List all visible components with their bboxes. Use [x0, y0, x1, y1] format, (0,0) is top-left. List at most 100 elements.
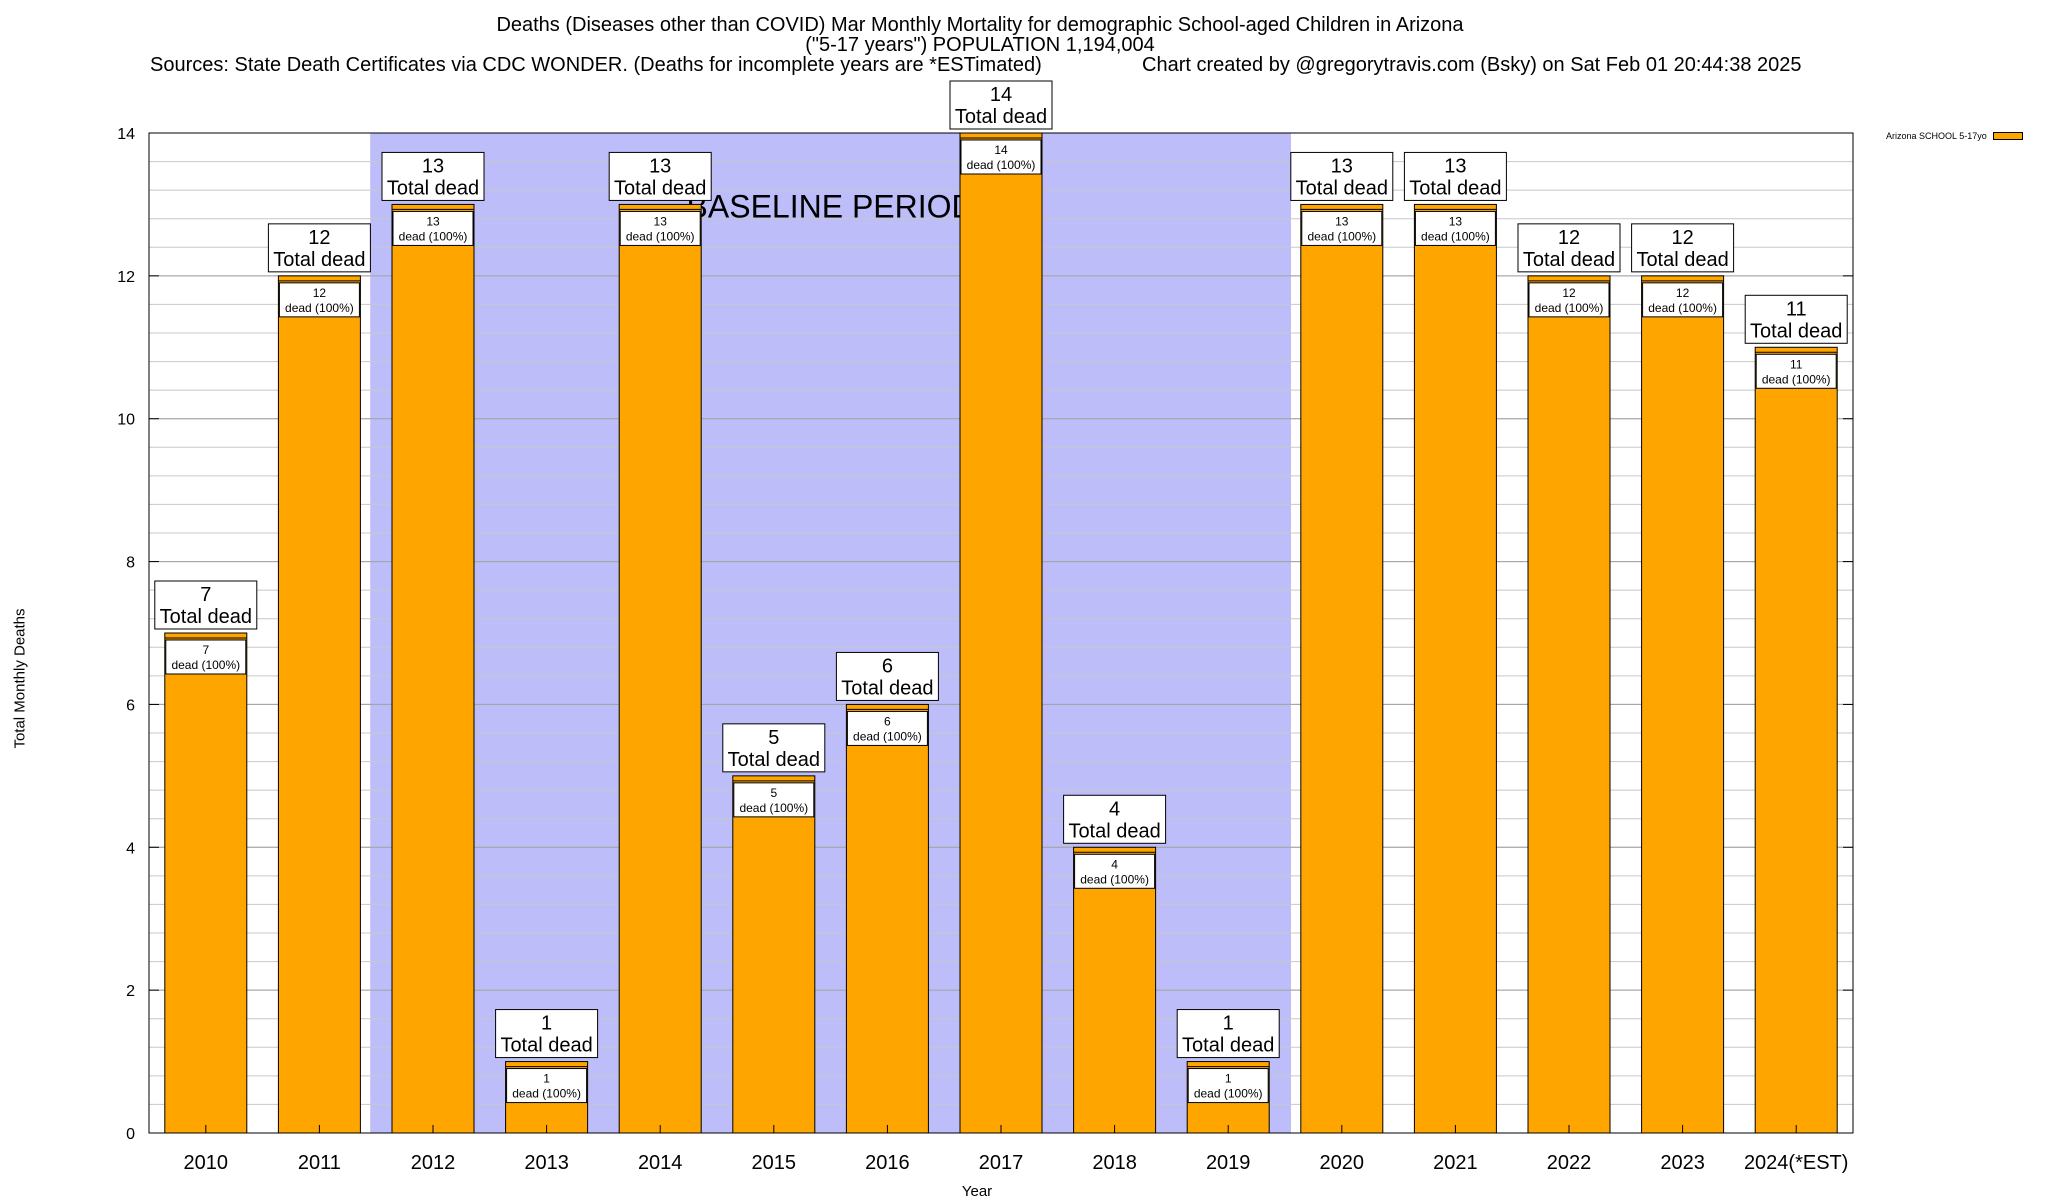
y-tick-label: 0 [126, 1126, 135, 1143]
legend: Arizona SCHOOL 5-17yo [1886, 131, 2023, 141]
bar [1641, 275, 1725, 1134]
plot-frame [148, 132, 1854, 1134]
inner-label-value: 12 [1676, 286, 1690, 300]
x-tick-label: 2018 [1092, 1152, 1137, 1174]
x-tick-label: 2019 [1206, 1152, 1251, 1174]
top-label-box [722, 723, 826, 773]
bar [1073, 846, 1157, 1134]
inner-label-value: 12 [1562, 286, 1576, 300]
top-label-text: Total dead [1409, 177, 1501, 199]
top-label-text: Total dead [1068, 820, 1160, 842]
y-axis-label: Total Monthly Deaths [11, 608, 29, 749]
legend-swatch [1992, 132, 2023, 140]
x-tick-label: 2011 [298, 1152, 341, 1174]
top-label-value: 12 [308, 227, 330, 249]
top-label-value: 1 [1223, 1013, 1234, 1035]
x-tick-label: 2024(*EST) [1744, 1152, 1849, 1174]
y-tick-label: 6 [126, 697, 135, 714]
inner-label-box [733, 782, 815, 818]
top-label-text: Total dead [955, 106, 1047, 128]
legend-label: Arizona SCHOOL 5-17yo [1886, 131, 1987, 141]
x-tick-label: 2021 [1433, 1152, 1478, 1174]
inner-label-value: 13 [1335, 214, 1349, 228]
x-tick-label: 2014 [638, 1152, 683, 1174]
top-label-value: 13 [1331, 155, 1353, 177]
top-label-text: Total dead [1296, 177, 1388, 199]
top-label-text: Total dead [841, 677, 933, 699]
inner-label-value: 4 [1111, 857, 1118, 871]
x-tick-label: 2013 [524, 1152, 569, 1174]
inner-label-box [506, 1068, 588, 1104]
top-label-box [1631, 223, 1735, 273]
top-label-text: Total dead [273, 249, 365, 271]
bar [164, 632, 248, 1134]
inner-label-text: dead (100%) [853, 729, 922, 743]
bar [1527, 275, 1611, 1134]
top-label-box [1403, 151, 1507, 201]
inner-label-box [165, 639, 247, 675]
inner-label-text: dead (100%) [1080, 872, 1149, 886]
inner-label-text: dead (100%) [967, 158, 1036, 172]
inner-label-text: dead (100%) [512, 1087, 581, 1101]
y-tick-label: 10 [117, 412, 135, 429]
inner-label-text: dead (100%) [285, 301, 354, 315]
inner-label-value: 1 [543, 1072, 550, 1086]
bar [1754, 346, 1838, 1134]
inner-label-box [1187, 1068, 1269, 1104]
inner-label-box [619, 210, 701, 246]
inner-label-value: 7 [202, 643, 209, 657]
inner-label-value: 13 [426, 214, 440, 228]
top-label-value: 12 [1558, 227, 1580, 249]
inner-label-text: dead (100%) [1762, 372, 1831, 386]
bar [1413, 203, 1497, 1134]
x-axis-label: Year [961, 1183, 993, 1200]
x-tick-label: 2012 [411, 1152, 456, 1174]
bar [391, 203, 475, 1134]
top-label-text: Total dead [500, 1035, 592, 1057]
top-label-text: Total dead [1182, 1035, 1274, 1057]
bar [959, 132, 1043, 1134]
inner-label-text: dead (100%) [1307, 229, 1376, 243]
top-label-value: 4 [1109, 798, 1120, 820]
top-label-box [1517, 223, 1621, 273]
y-tick-label: 12 [117, 269, 135, 286]
top-label-box [381, 151, 485, 201]
top-label-box [608, 151, 712, 201]
top-label-value: 6 [882, 655, 893, 677]
top-label-text: Total dead [1750, 320, 1842, 342]
top-label-value: 14 [990, 84, 1012, 106]
top-label-value: 11 [1786, 298, 1807, 320]
inner-label-box [1642, 282, 1724, 318]
bar [732, 775, 816, 1134]
top-label-box [1176, 1009, 1280, 1059]
inner-label-text: dead (100%) [171, 658, 240, 672]
chart-credit: Chart created by @gregorytravis.com (Bsk… [1142, 54, 1802, 76]
top-label-box [154, 580, 258, 630]
inner-label-value: 14 [994, 143, 1008, 157]
top-label-box [495, 1009, 599, 1059]
bar [618, 203, 702, 1134]
x-tick-label: 2016 [865, 1152, 910, 1174]
inner-label-value: 13 [654, 214, 668, 228]
inner-label-value: 11 [1790, 357, 1803, 371]
top-label-value: 5 [768, 727, 779, 749]
x-tick-label: 2023 [1660, 1152, 1705, 1174]
inner-label-box [1755, 353, 1837, 389]
inner-label-box [1074, 853, 1156, 889]
top-label-value: 13 [422, 155, 444, 177]
top-label-value: 12 [1671, 227, 1693, 249]
y-tick-label: 4 [126, 840, 135, 857]
inner-label-text: dead (100%) [399, 229, 468, 243]
top-label-box [267, 223, 371, 273]
inner-label-value: 13 [1449, 214, 1463, 228]
baseline-label: BASELINE PERIOD [687, 188, 975, 224]
inner-label-box [278, 282, 360, 318]
top-label-text: Total dead [160, 606, 252, 628]
inner-label-text: dead (100%) [1194, 1087, 1263, 1101]
inner-label-box [392, 210, 474, 246]
inner-label-value: 12 [313, 286, 327, 300]
x-tick-label: 2017 [979, 1152, 1024, 1174]
top-label-text: Total dead [1636, 249, 1728, 271]
top-label-value: 7 [200, 584, 211, 606]
top-label-box [1744, 294, 1848, 344]
